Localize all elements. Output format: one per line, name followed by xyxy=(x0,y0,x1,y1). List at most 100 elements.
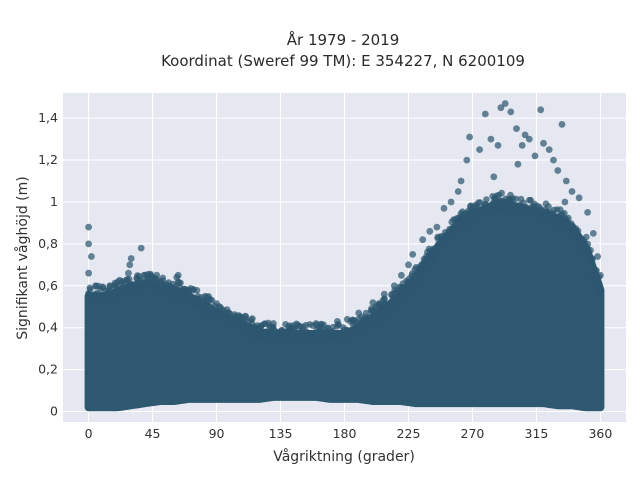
scatter-point xyxy=(584,240,592,248)
scatter-point xyxy=(545,203,552,210)
scatter-point xyxy=(381,296,388,303)
y-tick-label: 1 xyxy=(50,194,58,209)
scatter-point xyxy=(461,216,469,224)
x-tick-label: 135 xyxy=(269,426,293,441)
scatter-point xyxy=(159,282,166,290)
scatter-point xyxy=(550,156,557,164)
scatter-point xyxy=(334,318,341,325)
scatter-point xyxy=(366,321,374,328)
y-tick-label: 1,2 xyxy=(38,152,58,167)
scatter-point xyxy=(390,282,398,290)
scatter-point xyxy=(463,156,471,164)
scatter-point xyxy=(589,230,597,237)
scatter-point xyxy=(248,320,256,327)
y-tick-label: 1,4 xyxy=(38,110,58,125)
scatter-point xyxy=(159,274,167,282)
scatter-point xyxy=(537,106,545,114)
x-tick-label: 315 xyxy=(525,426,549,441)
scatter-point xyxy=(487,135,495,143)
scatter-point xyxy=(457,177,465,185)
scatter-point xyxy=(568,188,576,195)
scatter-point xyxy=(584,209,591,216)
scatter-point xyxy=(216,303,223,311)
scatter-point xyxy=(193,287,201,294)
scatter-point xyxy=(137,244,145,252)
scatter-point xyxy=(597,288,604,296)
scatter-point xyxy=(184,286,192,294)
scatter-point xyxy=(554,167,562,174)
scatter-point xyxy=(497,104,505,112)
x-tick-label: 225 xyxy=(397,426,421,441)
x-tick-label: 90 xyxy=(209,426,225,441)
scatter-point xyxy=(561,198,569,206)
scatter-point xyxy=(166,288,174,296)
x-tick-label: 180 xyxy=(333,426,357,441)
scatter-point xyxy=(526,196,533,204)
y-tick-label: 0,6 xyxy=(38,278,58,293)
scatter-point xyxy=(391,294,398,301)
scatter-point xyxy=(372,317,380,324)
scatter-point xyxy=(393,300,401,307)
scatter-point xyxy=(545,146,553,154)
scatter-point xyxy=(498,189,505,197)
scatter-point xyxy=(440,204,448,212)
scatter-point xyxy=(398,271,405,279)
scatter-point xyxy=(525,135,533,143)
scatter-point xyxy=(507,108,515,116)
scatter-point xyxy=(514,160,522,168)
scatter-point xyxy=(558,121,566,128)
chart-title-line2: Koordinat (Sweref 99 TM): E 354227, N 62… xyxy=(161,52,525,70)
scatter-point xyxy=(402,291,410,298)
scatter-point xyxy=(113,294,120,302)
scatter-point xyxy=(224,309,232,317)
scatter-point xyxy=(483,196,490,203)
scatter-point xyxy=(565,214,572,222)
y-tick-label: 0 xyxy=(50,404,58,419)
scatter-point xyxy=(594,253,601,260)
scatter-point xyxy=(379,311,387,319)
scatter-point xyxy=(127,255,135,262)
scatter-point xyxy=(494,142,502,149)
scatter-point xyxy=(85,223,92,231)
scatter-point xyxy=(87,286,94,293)
scatter-point xyxy=(562,177,570,185)
scatter-point xyxy=(270,320,277,327)
scatter-point xyxy=(251,331,259,338)
scatter-point xyxy=(540,139,547,147)
x-tick-label: 360 xyxy=(588,426,612,441)
scatter-point xyxy=(418,270,426,277)
scatter-point xyxy=(583,233,590,241)
scatter-point xyxy=(177,279,184,287)
scatter-point xyxy=(380,290,388,298)
scatter-point xyxy=(512,195,520,203)
scatter-point xyxy=(589,255,596,263)
scatter-point xyxy=(448,234,455,241)
scatter-point xyxy=(412,279,420,287)
scatter-point xyxy=(405,261,412,269)
scatter-point xyxy=(481,110,489,118)
scatter-point xyxy=(501,100,509,107)
scatter-point xyxy=(447,198,455,206)
scatter-point xyxy=(347,331,355,338)
scatter-point xyxy=(92,282,100,290)
scatter-point xyxy=(201,292,209,300)
scatter-point xyxy=(241,315,249,323)
scatter-point xyxy=(282,334,290,342)
scatter-point xyxy=(85,240,92,248)
scatter-point xyxy=(409,251,417,258)
x-tick-label: 270 xyxy=(461,426,485,441)
scatter-point xyxy=(369,299,377,306)
scatter-point xyxy=(276,334,283,341)
scatter-point xyxy=(587,247,594,254)
scatter-point xyxy=(592,267,599,274)
x-axis-title: Vågriktning (grader) xyxy=(273,448,415,465)
scatter-point xyxy=(518,142,526,149)
scatter-point xyxy=(124,269,132,277)
scatter-point xyxy=(126,261,134,269)
scatter-point xyxy=(332,330,340,337)
scatter-point xyxy=(521,131,529,139)
scatter-point xyxy=(355,309,363,317)
x-axis-ticks: 0 45 90 135 180 225 270 315 360 xyxy=(85,426,613,441)
scatter-point xyxy=(433,223,441,231)
x-tick-label: 45 xyxy=(145,426,161,441)
